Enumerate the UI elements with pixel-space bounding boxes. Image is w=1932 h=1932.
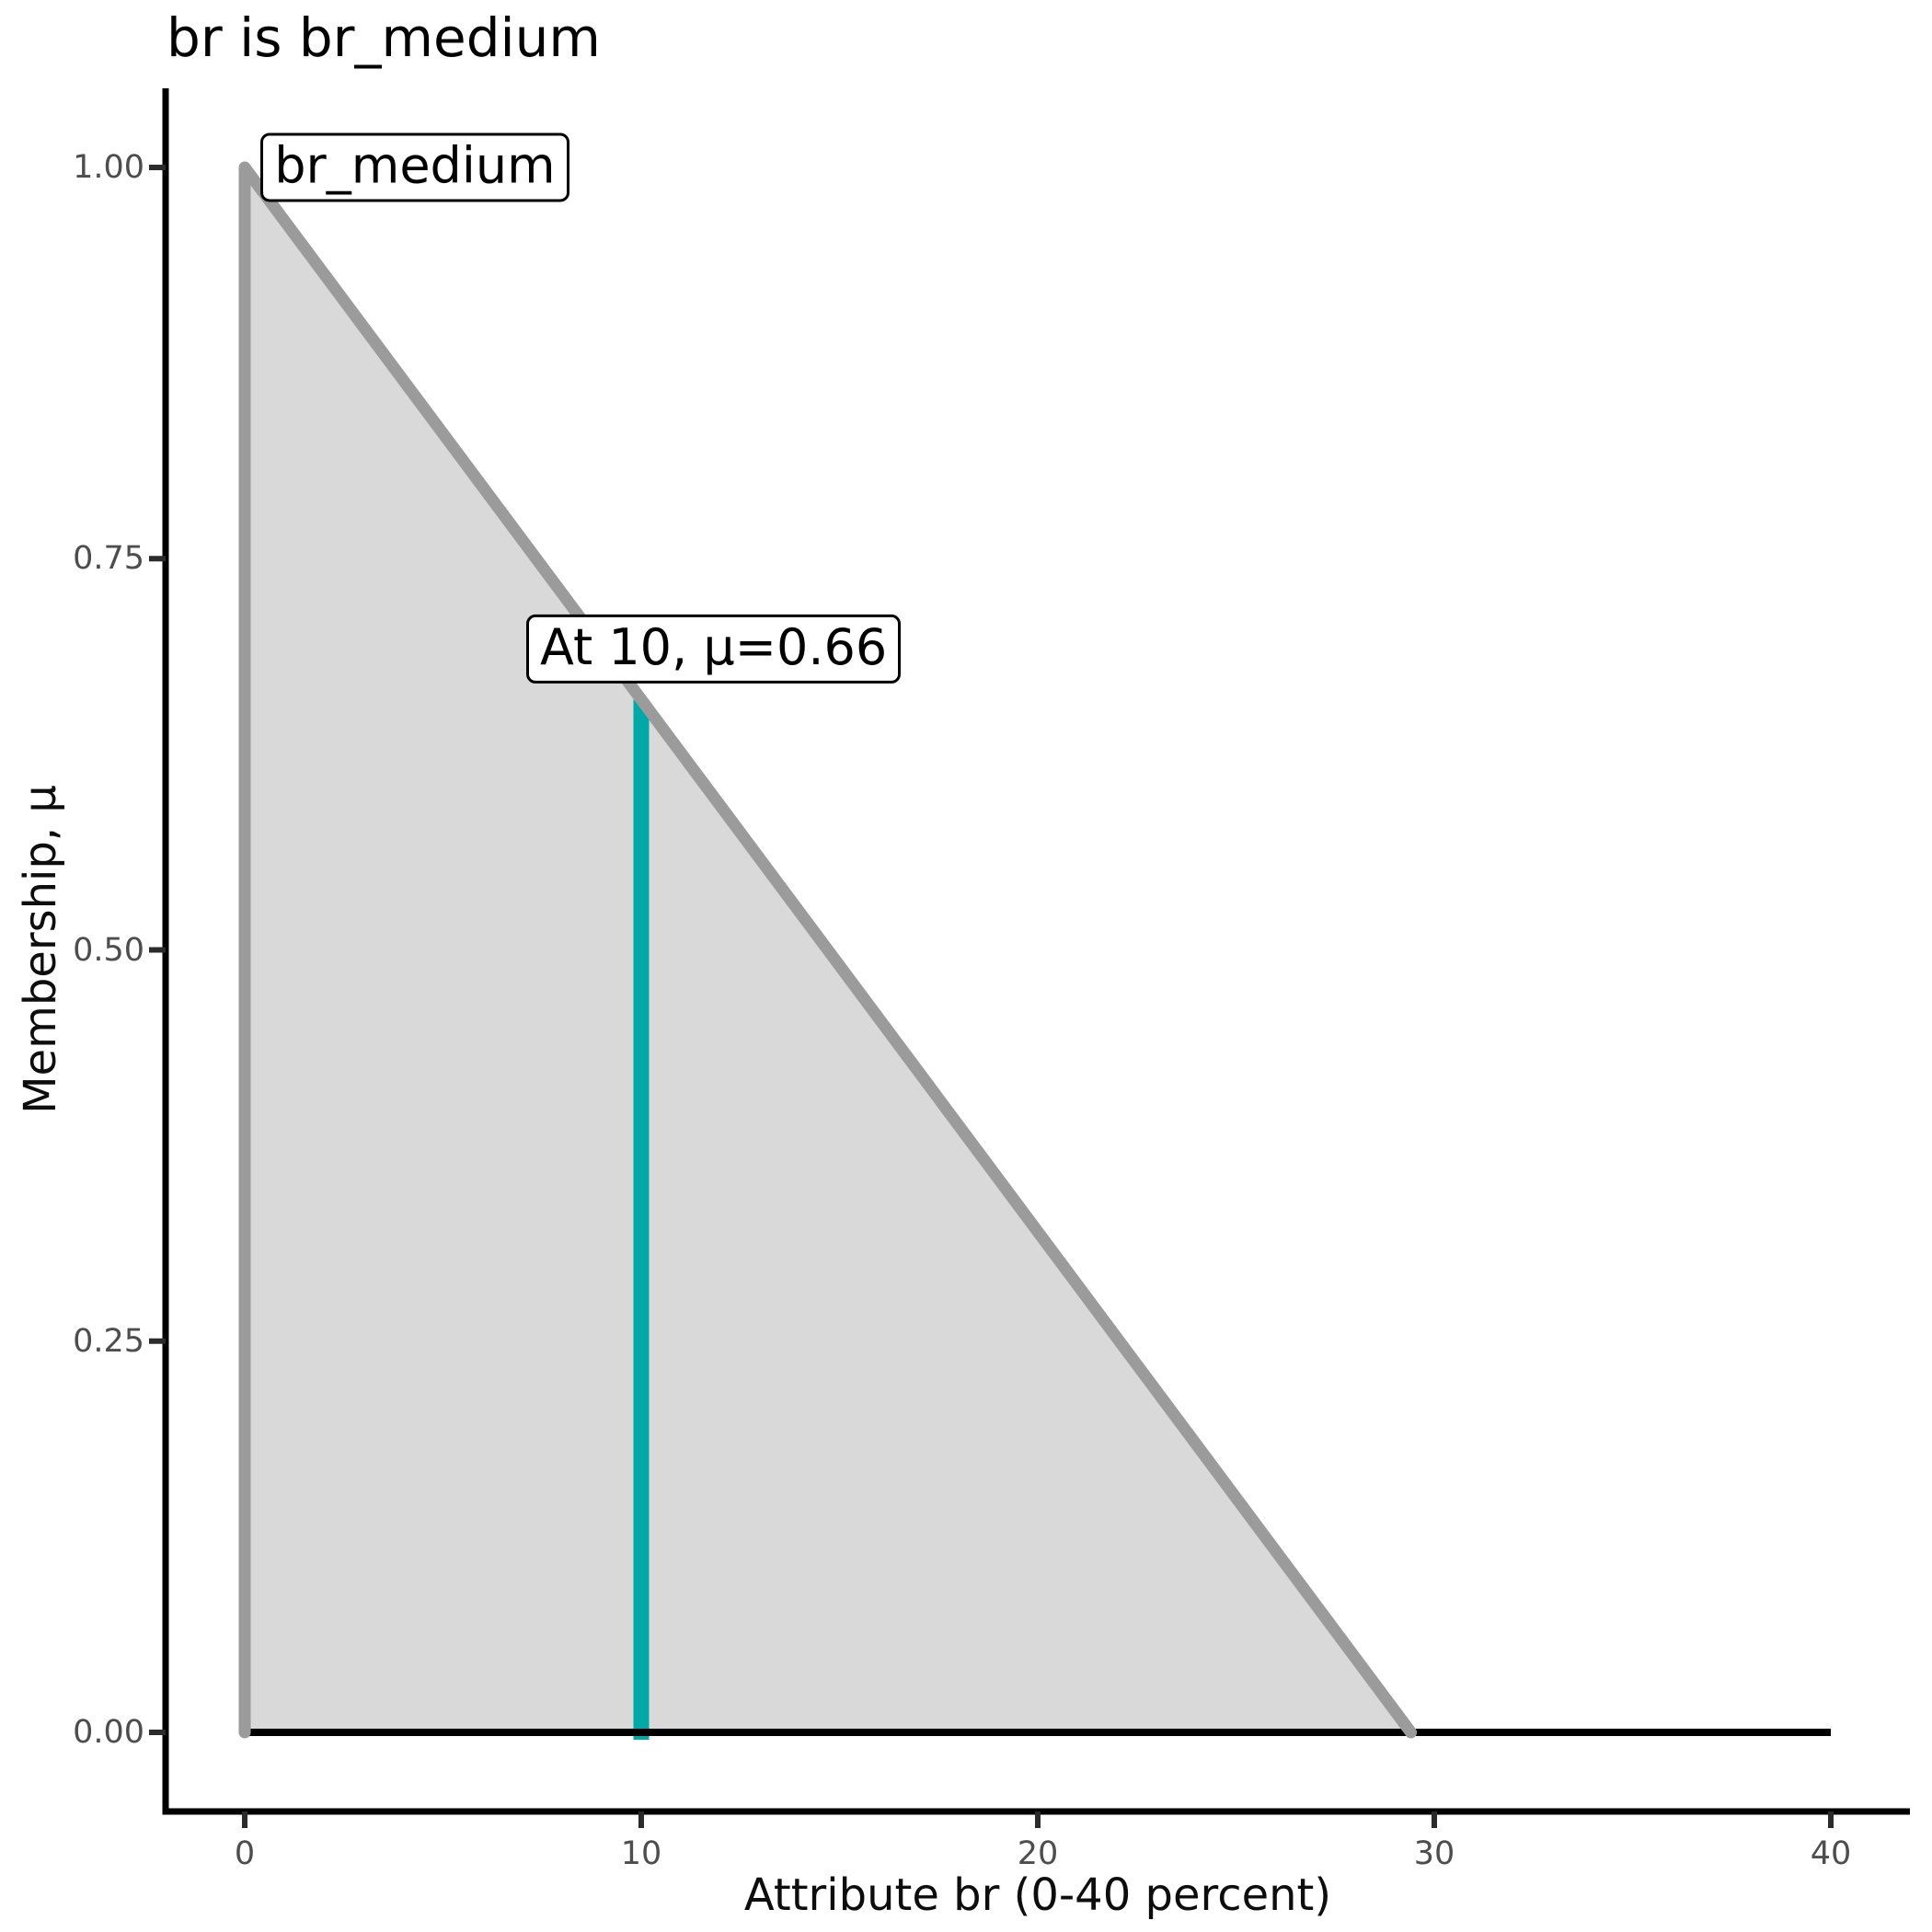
membership-area-outline xyxy=(238,161,1418,1739)
chart-title: br is br_medium xyxy=(167,6,601,69)
y-tick-label: 0.75 xyxy=(73,540,144,578)
y-axis-title: Membership, μ xyxy=(15,785,66,1114)
y-tick-label: 1.00 xyxy=(73,149,144,186)
x-tick-label: 0 xyxy=(234,1835,256,1872)
y-tick-label: 0.25 xyxy=(73,1322,144,1360)
x-tick-label: 10 xyxy=(620,1835,662,1872)
y-tick-label: 0.00 xyxy=(73,1714,144,1751)
marker-value-label: At 10, μ=0.66 xyxy=(526,615,902,684)
membership-set-label: br_medium xyxy=(260,132,569,202)
x-tick-label: 30 xyxy=(1413,1835,1455,1872)
x-tick-label: 20 xyxy=(1017,1835,1059,1872)
x-tick-label: 40 xyxy=(1810,1835,1852,1872)
y-tick-label: 0.50 xyxy=(73,931,144,969)
x-axis-title: Attribute br (0-40 percent) xyxy=(743,1869,1332,1921)
